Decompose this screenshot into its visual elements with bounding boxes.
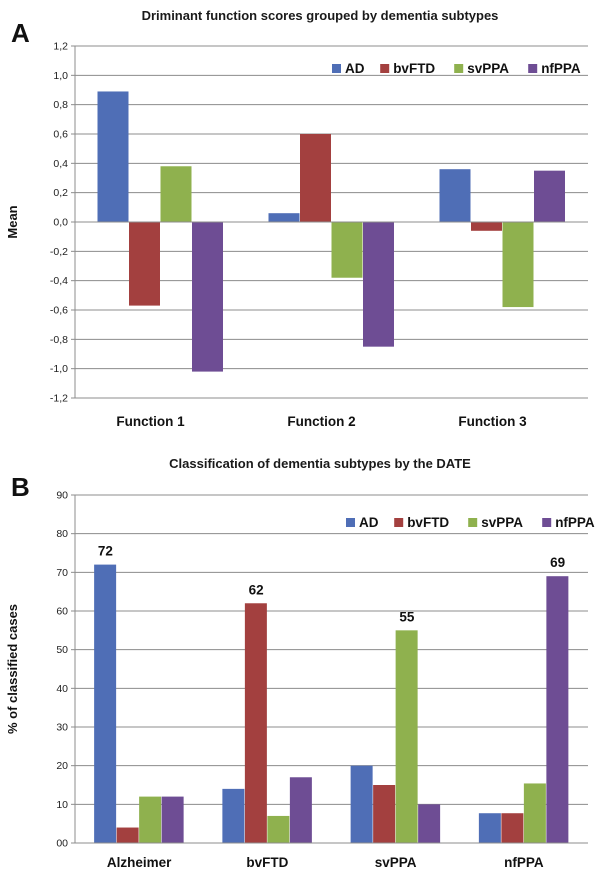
panel-a-bar-svppa-function-2 (331, 222, 363, 278)
panel-a-legend-swatch-svppa (454, 64, 464, 73)
panel-a-legend-label-bvftd: bvFTD (393, 61, 435, 76)
panel-b-y-tick-label: 90 (56, 490, 68, 502)
panel-a-letter: A (11, 18, 30, 48)
panel-a-y-tick-label: 0,4 (53, 158, 68, 170)
panel-a-bar-bvftd-function-3 (471, 222, 502, 231)
panel-a-legend-label-svppa: svPPA (467, 61, 509, 76)
panel-a-bar-ad-function-1 (97, 91, 129, 222)
panel-b-y-axis-label: % of classified cases (5, 604, 20, 734)
panel-b-bar-svppa-nfppa (523, 783, 546, 843)
panel-b-bar-nfppa-nfppa (546, 576, 569, 843)
panel-a-y-tick-label: -0,4 (50, 275, 68, 287)
panel-a-bar-bvftd-function-2 (300, 134, 331, 222)
panel-b-bar-ad-alzheimer (94, 564, 117, 843)
panel-a-bar-ad-function-2 (268, 213, 300, 222)
panel-b-bar-svppa-bvftd (267, 815, 290, 843)
panel-a-bar-bvftd-function-1 (129, 222, 160, 306)
panel-b-data-label: 55 (399, 609, 415, 624)
panel-b-bar-ad-nfppa (478, 813, 501, 843)
panel-b-y-tick-label: 80 (56, 528, 68, 540)
panel-b-category-label: bvFTD (246, 855, 288, 870)
panel-b-bar-bvftd-bvftd (244, 603, 267, 843)
panel-a-y-axis-label: Mean (5, 205, 20, 238)
panel-b-bar-svppa-svppa (395, 630, 418, 843)
panel-b-y-tick-label: 20 (56, 760, 68, 772)
panel-b-legend-swatch-svppa (468, 518, 478, 527)
panel-a-bar-ad-function-3 (439, 169, 471, 222)
panel-a-bar-nfppa-function-3 (534, 170, 565, 222)
panel-a-y-tick-label: 0,0 (53, 217, 68, 229)
panel-b-y-tick-label: 00 (56, 838, 68, 850)
panel-a-y-tick-label: -1,2 (50, 393, 68, 405)
panel-b-bar-ad-svppa (350, 765, 373, 843)
panel-b-category-label: svPPA (375, 855, 417, 870)
panel-b-chart: 90 80 70 60 50 40 30 20 10 00 Alzheimer bvFTD svPPA n… (56, 490, 595, 871)
panel-a-y-tick-label: -0,2 (50, 246, 68, 258)
panel-a-y-tick-label: -1,0 (50, 363, 68, 375)
panel-b-bar-nfppa-bvftd (289, 777, 312, 843)
panel-a-bar-svppa-function-3 (502, 222, 534, 308)
panel-b-bar-nfppa-alzheimer (161, 796, 184, 843)
panel-a-bar-nfppa-function-2 (363, 222, 394, 347)
panel-a-y-tick-label: 1,2 (53, 41, 68, 53)
panel-a-legend-label-ad: AD (345, 61, 365, 76)
panel-b-legend-swatch-nfppa (542, 518, 552, 527)
panel-a-bar-nfppa-function-1 (192, 222, 223, 372)
panel-a-bar-svppa-function-1 (160, 166, 192, 222)
panel-b-bar-bvftd-svppa (373, 785, 396, 843)
panel-b-category-label: nfPPA (504, 855, 544, 870)
panel-b-bar-nfppa-svppa (418, 804, 441, 843)
panel-b-legend-label-svppa: svPPA (481, 515, 523, 530)
panel-a-title: Driminant function scores grouped by dem… (142, 8, 499, 23)
panel-a-y-tick-label: 0,8 (53, 99, 68, 111)
panel-b-legend-label-nfppa: nfPPA (555, 515, 595, 530)
panel-a-y-tick-label: 0,2 (53, 187, 68, 199)
panel-b-bar-svppa-alzheimer (139, 796, 162, 843)
panel-b-data-label: 69 (550, 555, 565, 570)
panel-b-category-label: Alzheimer (107, 855, 172, 870)
panel-b-bar-ad-bvftd (222, 788, 245, 843)
panel-b-y-tick-label: 60 (56, 606, 68, 618)
panel-a-y-tick-label: 0,6 (53, 129, 68, 141)
panel-b-title: Classification of dementia subtypes by t… (169, 456, 471, 471)
panel-b-legend-swatch-ad (346, 518, 355, 527)
panel-b-legend-label-bvftd: bvFTD (407, 515, 449, 530)
panel-b-data-label: 62 (249, 582, 264, 597)
panel-a-category-label: Function 1 (116, 414, 185, 429)
panel-a-legend-label-nfppa: nfPPA (541, 61, 581, 76)
panel-a-chart: 1,2 1,0 0,8 0,6 0,4 0,2 0,0 -0,2 -0,4 -0,6 -0,8 -1,… (50, 41, 588, 429)
panel-a-y-tick-label: -0,6 (50, 305, 68, 317)
panel-b-y-tick-label: 30 (56, 722, 68, 734)
panel-a-legend-swatch-bvftd (380, 64, 390, 73)
panel-b-y-tick-label: 10 (56, 799, 68, 811)
panel-a-y-tick-label: -0,8 (50, 334, 68, 346)
panel-b-bar-bvftd-alzheimer (116, 827, 139, 843)
panel-b-y-tick-label: 70 (56, 567, 68, 579)
panel-b-letter: B (11, 472, 30, 502)
panel-a-legend-swatch-nfppa (528, 64, 538, 73)
panel-b-y-tick-label: 50 (56, 644, 68, 656)
panel-a-legend-swatch-ad (332, 64, 341, 73)
panel-b-legend-swatch-bvftd (394, 518, 404, 527)
panel-b-data-label: 72 (98, 544, 113, 559)
panel-b-y-tick-label: 40 (56, 683, 68, 695)
panel-b-legend-label-ad: AD (359, 515, 379, 530)
panel-a-y-tick-label: 1,0 (53, 70, 68, 82)
panel-b-bar-bvftd-nfppa (501, 813, 524, 843)
panel-a-category-label: Function 2 (287, 414, 355, 429)
panel-a-category-label: Function 3 (458, 414, 527, 429)
